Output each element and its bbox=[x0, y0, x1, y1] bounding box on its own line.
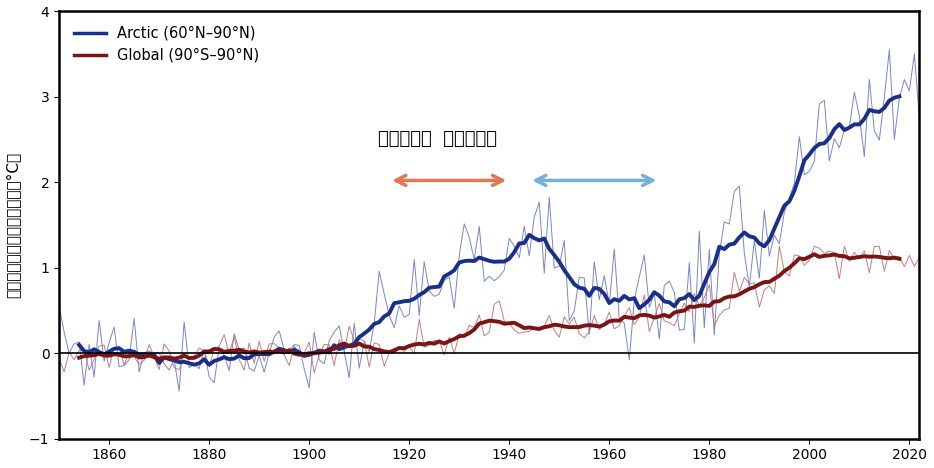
Legend: Arctic (60°N–90°N), Global (90°S–90°N): Arctic (60°N–90°N), Global (90°S–90°N) bbox=[66, 18, 267, 70]
Text: 北極温暖化  北極寒冷化: 北極温暖化 北極寒冷化 bbox=[378, 131, 497, 148]
Y-axis label: 観測された地上気温の変化（°C）: 観測された地上気温の変化（°C） bbox=[6, 152, 21, 298]
